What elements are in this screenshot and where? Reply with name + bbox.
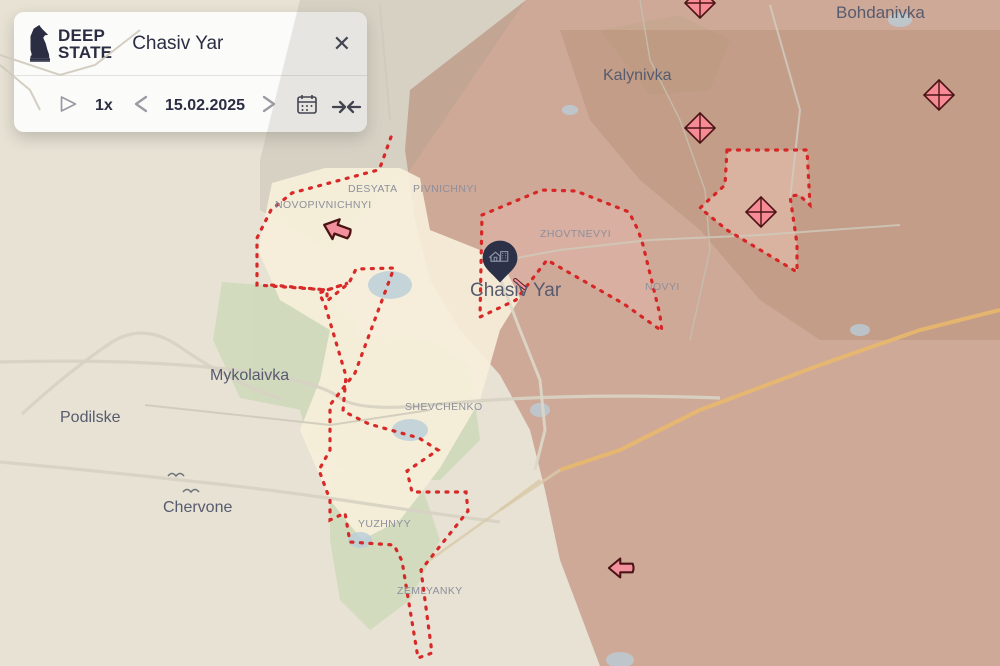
svg-text:YUZHNYY: YUZHNYY [358,518,411,530]
svg-text:NOVOPIVNICHNYI: NOVOPIVNICHNYI [275,199,372,211]
svg-text:Chervone: Chervone [163,499,232,516]
svg-text:NOVYI: NOVYI [645,281,680,293]
svg-text:Bohdanivka: Bohdanivka [836,3,925,22]
svg-text:Podilske: Podilske [60,409,121,426]
svg-text:Mykolaivka: Mykolaivka [210,367,289,384]
svg-text:DESYATA: DESYATA [348,183,397,195]
svg-text:SHEVCHENKO: SHEVCHENKO [405,401,483,413]
svg-text:PIVNICHNYI: PIVNICHNYI [413,183,477,195]
svg-text:Kalynivka: Kalynivka [603,67,672,84]
svg-text:ZHOVTNEVYI: ZHOVTNEVYI [540,228,611,240]
svg-text:Chasiv Yar: Chasiv Yar [470,280,562,301]
svg-text:ZEMLYANKY: ZEMLYANKY [397,585,463,597]
